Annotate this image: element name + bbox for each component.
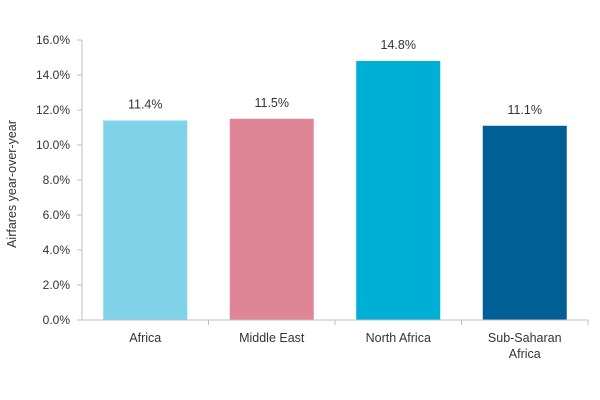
y-tick-label: 8.0% [43,173,71,187]
y-tick-label: 10.0% [36,138,70,152]
category-label: Africa [509,347,541,361]
x-axis-categories: Africa Middle East North Africa Sub-Saharan… [129,320,589,361]
y-tick-label: 2.0% [43,278,71,292]
y-tick-label: 4.0% [43,243,71,257]
y-tick-label: 0.0% [43,313,71,327]
category-label: Africa [129,331,161,345]
y-axis-ticks: 0.0% 2.0% 4.0% 6.0% 8.0% 10.0% 12.0% 14.0% 16.0% [36,33,82,327]
y-tick-label: 12.0% [36,103,70,117]
data-label: 14.8% [381,38,416,52]
y-axis-title: Airfares year-over-year [5,120,19,248]
bar [482,125,567,320]
category-label: Sub-Saharan [488,331,562,345]
category-label: North Africa [366,331,431,345]
data-labels: 11.4% 11.5% 14.8% 11.1% [128,38,542,117]
y-tick-label: 14.0% [36,68,70,82]
data-label: 11.4% [128,98,163,112]
data-label: 11.1% [507,103,542,117]
y-tick-label: 6.0% [43,208,71,222]
data-label: 11.5% [254,96,289,110]
bar [356,61,441,320]
bar [103,120,188,320]
bar [229,118,314,320]
y-tick-label: 16.0% [36,33,70,47]
category-label: Middle East [239,331,305,345]
bars [103,61,567,320]
